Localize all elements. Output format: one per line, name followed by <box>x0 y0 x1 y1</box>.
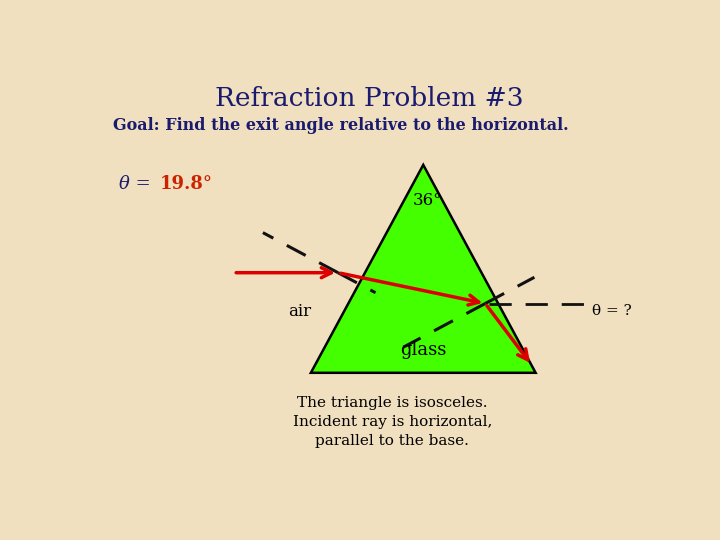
Text: 19.8°: 19.8° <box>160 175 212 193</box>
Text: glass: glass <box>400 341 446 359</box>
Text: Incident ray is horizontal,: Incident ray is horizontal, <box>292 415 492 429</box>
Text: 36°: 36° <box>413 192 442 209</box>
Polygon shape <box>311 165 536 373</box>
Text: θ =: θ = <box>120 175 151 193</box>
Text: parallel to the base.: parallel to the base. <box>315 434 469 448</box>
Text: θ = ?: θ = ? <box>593 304 632 318</box>
Text: Refraction Problem #3: Refraction Problem #3 <box>215 86 523 111</box>
Text: air: air <box>288 303 311 320</box>
Text: The triangle is isosceles.: The triangle is isosceles. <box>297 396 487 410</box>
Text: Goal: Find the exit angle relative to the horizontal.: Goal: Find the exit angle relative to th… <box>113 117 569 134</box>
